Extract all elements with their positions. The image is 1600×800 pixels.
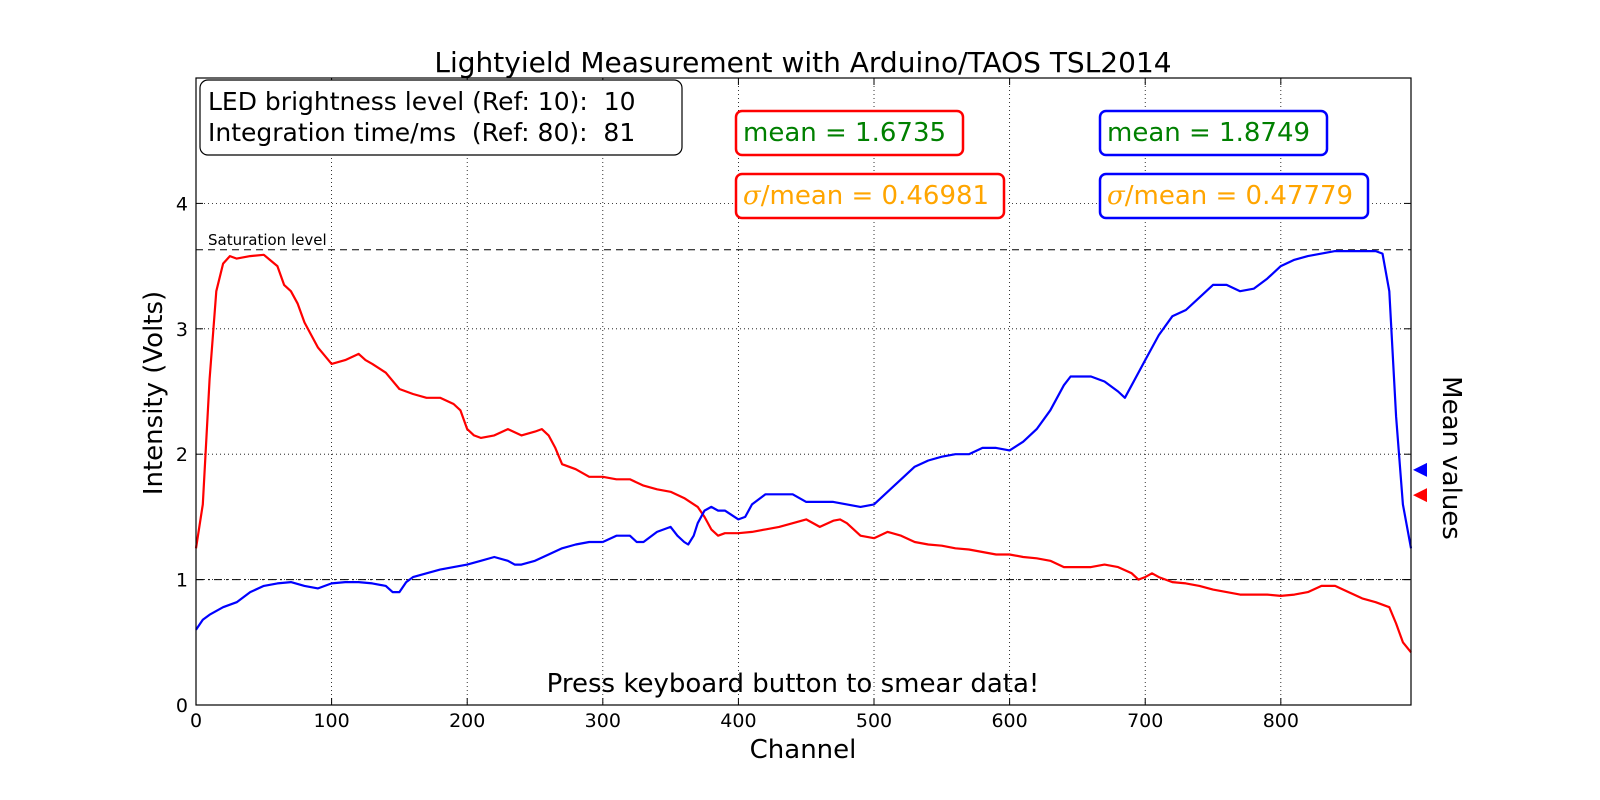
series-line-0: [194, 253, 1412, 653]
red-mean-label: mean = 1.6735: [743, 118, 946, 148]
y-tick-label: 2: [176, 444, 188, 466]
saturation-label: Saturation level: [208, 231, 327, 249]
mean-markers: [1413, 462, 1427, 503]
y-axis-label: Intensity (Volts): [139, 291, 169, 495]
x-tick-label: 400: [720, 710, 756, 732]
series-line-1: [195, 250, 1413, 631]
blue-mean-label: mean = 1.8749: [1107, 118, 1310, 148]
red-sigma-box: [734, 172, 1006, 220]
mean-marker-0: [1413, 488, 1427, 503]
x-tick-label: 700: [1127, 710, 1163, 732]
y-tick-label: 3: [176, 319, 188, 341]
y-tick-label: 0: [176, 695, 188, 717]
instruction-text: Press keyboard button to smear data!: [547, 669, 1040, 699]
y-tick-label: 4: [176, 193, 188, 215]
plot-lines: [194, 250, 1413, 653]
blue-sigma-label: σ/mean = 0.47779: [1107, 181, 1353, 211]
x-tick-label: 200: [449, 710, 485, 732]
red-sigma-label: σ/mean = 0.46981: [743, 181, 989, 211]
info-integration: Integration time/ms (Ref: 80): 81: [208, 118, 635, 147]
x-tick-label: 0: [190, 710, 202, 732]
ticks: 0 100 200 300 400 500 600 700 800 0 1 2 3 4: [176, 78, 1411, 732]
red-mean-box: [734, 109, 965, 157]
chart-title: Lightyield Measurement with Arduino/TAOS…: [434, 46, 1171, 79]
x-tick-label: 600: [991, 710, 1027, 732]
grid: [196, 78, 1411, 705]
reference-lines: [196, 249, 1411, 581]
y-tick-label: 1: [176, 570, 188, 592]
stat-boxes: mean = 1.6735 σ/mean = 0.46981 mean = 1.…: [734, 109, 1370, 220]
x-tick-label: 500: [856, 710, 892, 732]
axes-frame: [195, 77, 1412, 706]
x-tick-label: 800: [1263, 710, 1299, 732]
mean-marker-1: [1413, 462, 1427, 477]
info-box: LED brightness level (Ref: 10): 10 Integ…: [199, 79, 683, 156]
x-tick-label: 100: [313, 710, 349, 732]
info-brightness: LED brightness level (Ref: 10): 10: [208, 87, 636, 116]
blue-mean-box: [1098, 109, 1329, 157]
x-axis-label: Channel: [750, 735, 857, 765]
blue-sigma-box: [1098, 172, 1370, 220]
right-axis-label: Mean values: [1436, 376, 1466, 540]
x-tick-label: 300: [585, 710, 621, 732]
